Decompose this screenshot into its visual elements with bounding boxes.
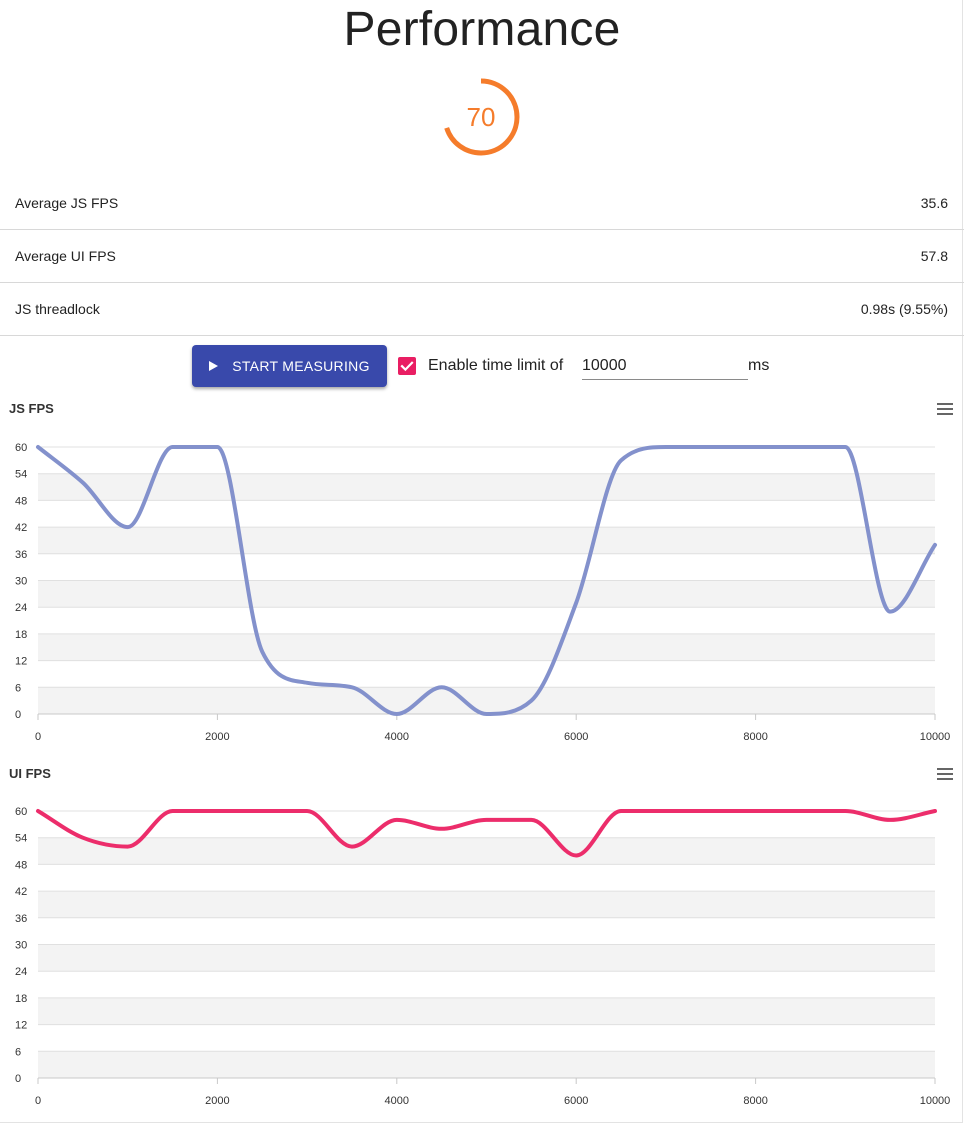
grid-band [38,527,935,554]
grid-band [38,917,935,945]
js-fps-chart: 0 6 12 18 24 30 36 42 48 54 60 0 2000 4000 6000 8000 100… [15,442,951,743]
score-ring [442,78,520,156]
ui-fps-chart: 0 6 12 18 24 30 36 42 48 54 60 0 2000 4000 6000 8000 100… [15,806,951,1107]
metric-row-average-js-fps: Average JS FPS 35.6 [0,177,964,230]
x-tick-label: 2000 [205,1095,229,1107]
x-tick-label: 4000 [385,731,409,743]
metrics-list: Average JS FPS 35.6 Average UI FPS 57.8 … [0,177,964,336]
metric-value: 35.6 [920,195,948,211]
x-tick-label: 10000 [920,1095,951,1107]
y-tick-label: 18 [15,993,27,1005]
metric-label: JS threadlock [15,301,100,317]
y-tick-label: 24 [15,602,27,614]
metric-row-average-ui-fps: Average UI FPS 57.8 [0,230,964,283]
series-line [36,445,937,716]
play-icon [209,361,219,371]
y-tick-label: 42 [15,886,27,898]
series-line [36,809,937,858]
y-tick-label: 0 [15,1073,21,1085]
time-limit-unit: ms [748,357,770,374]
grid-band [38,997,935,1025]
start-measuring-label: START MEASURING [232,358,370,374]
y-tick-label: 18 [15,629,27,641]
x-tick-label: 0 [35,731,41,743]
grid-band [38,944,935,972]
metric-row-js-threadlock: JS threadlock 0.98s (9.55%) [0,283,964,336]
measure-controls: START MEASURING Enable time limit of ms [0,345,964,387]
time-limit-input[interactable] [582,353,748,380]
grid-band [38,447,935,474]
metric-label: Average UI FPS [15,248,116,264]
x-tick-label: 8000 [743,731,767,743]
y-tick-label: 24 [15,966,27,978]
page-title: Performance [343,3,621,56]
x-tick-label: 2000 [205,731,229,743]
y-tick-label: 0 [15,709,21,721]
x-tick-label: 6000 [564,731,588,743]
grid-band [38,633,935,661]
ui-fps-chart-title: UI FPS [9,766,51,781]
grid-band [38,580,935,608]
y-tick-label: 60 [15,442,27,454]
grid-band [38,687,935,714]
y-tick-label: 30 [15,576,27,588]
grid-band [38,864,935,892]
grid-band [38,473,935,501]
y-tick-label: 42 [15,522,27,534]
grid-band [38,971,935,998]
start-measuring-button[interactable]: START MEASURING [192,345,387,387]
metric-value: 0.98s (9.55%) [860,301,948,317]
y-tick-label: 48 [15,495,27,507]
y-tick-label: 6 [15,1046,21,1058]
y-tick-label: 12 [15,1020,27,1032]
grid-band [38,891,935,918]
x-tick-label: 10000 [920,731,951,743]
y-tick-label: 48 [15,859,27,871]
y-tick-label: 6 [15,682,21,694]
enable-time-limit-label: Enable time limit of [428,357,564,374]
x-tick-label: 8000 [743,1095,767,1107]
check-icon [400,361,414,372]
grid-band [38,811,935,838]
grid-band [38,607,935,634]
y-tick-label: 36 [15,913,27,925]
grid-band [38,1024,935,1052]
y-tick-label: 36 [15,549,27,561]
metric-value: 57.8 [920,248,948,264]
grid-band [38,660,935,688]
y-tick-label: 12 [15,656,27,668]
hamburger-menu-icon[interactable] [937,768,953,782]
x-tick-label: 6000 [564,1095,588,1107]
js-fps-chart-title: JS FPS [9,401,54,416]
y-tick-label: 54 [15,833,27,845]
grid-band [38,1051,935,1078]
y-tick-label: 60 [15,806,27,818]
grid-band [38,553,935,581]
hamburger-menu-icon[interactable] [937,403,953,417]
score-gauge: 70 [440,76,522,158]
grid-band [38,500,935,528]
x-tick-label: 4000 [385,1095,409,1107]
y-tick-label: 30 [15,940,27,952]
y-tick-label: 54 [15,469,27,481]
score-value: 70 [466,102,496,132]
grid-band [38,837,935,865]
enable-time-limit-checkbox[interactable] [398,357,416,375]
x-tick-label: 0 [35,1095,41,1107]
metric-label: Average JS FPS [15,195,119,211]
